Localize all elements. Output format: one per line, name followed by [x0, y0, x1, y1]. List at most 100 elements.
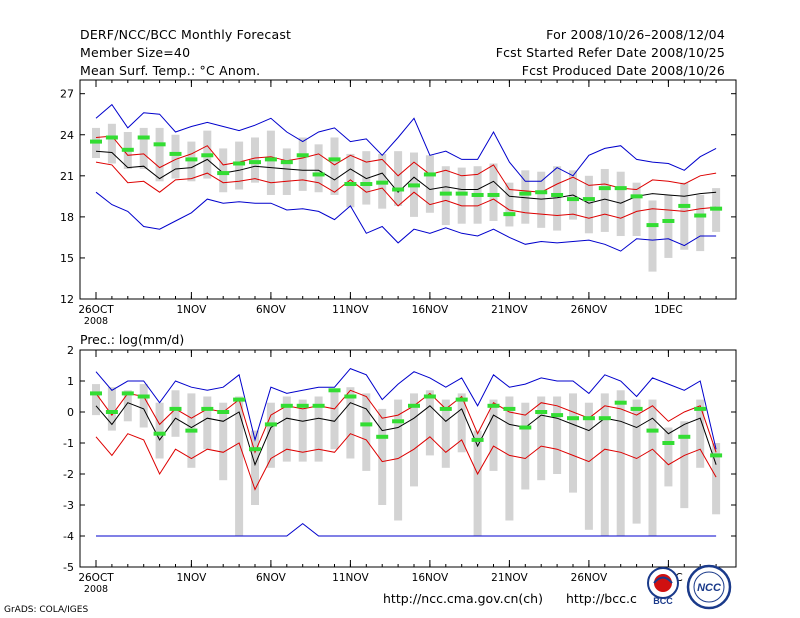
ensemble-spread-bar	[155, 127, 164, 182]
ensemble-mean-marker	[503, 406, 516, 411]
ensemble-spread-bar	[139, 384, 148, 428]
ensemble-mean-marker	[217, 171, 230, 176]
ensemble-spread-bar	[235, 396, 244, 536]
ensemble-mean-marker	[646, 428, 659, 433]
ensemble-mean-marker	[376, 180, 389, 185]
ensemble-mean-marker	[121, 147, 134, 152]
ensemble-mean-marker	[249, 447, 261, 452]
ensemble-mean-marker	[567, 416, 579, 421]
ensemble-mean-marker	[471, 192, 484, 197]
bcc-url-link[interactable]: http://bcc.c	[566, 591, 637, 606]
variable-label: Mean Surf. Temp.: °C Anom.	[80, 63, 261, 78]
ensemble-mean-marker	[630, 194, 643, 199]
ensemble-spread-bar	[441, 399, 450, 468]
series-line-lower	[95, 161, 717, 219]
ensemble-mean-marker	[217, 410, 230, 414]
temperature-panel: 12 15 18 21 24 27 26OCT 1NOV 6NOV 11NOV 16NOV 21NOV…	[60, 79, 737, 327]
ensemble-spread-bar	[203, 396, 212, 450]
bcc-logo-text: BCC	[653, 596, 673, 606]
ncc-url-link[interactable]: http://ncc.cma.gov.cn(ch)	[383, 591, 543, 606]
ensemble-mean-marker	[90, 139, 102, 144]
ensemble-mean-marker	[280, 160, 293, 165]
ensemble-mean-marker	[312, 172, 325, 177]
x-tick-label: 21NOV	[491, 304, 528, 316]
series-line-max	[95, 368, 717, 450]
ensemble-spread-bar	[298, 399, 307, 462]
plot-frame	[79, 349, 737, 568]
ensemble-mean-marker	[582, 197, 595, 202]
y-tick-label: 12	[60, 293, 74, 306]
ensemble-mean-marker	[487, 192, 500, 197]
ensemble-mean-marker	[312, 403, 325, 408]
x-tick-label: 1NOV	[176, 304, 207, 316]
ensemble-spread-bar	[521, 170, 530, 224]
ensemble-spread-bar	[139, 127, 148, 169]
ensemble-mean-marker	[646, 223, 659, 228]
ensemble-mean-marker	[280, 403, 293, 408]
ensemble-mean-marker	[264, 422, 277, 427]
ensemble-mean-marker	[169, 406, 182, 411]
y-tick-label: 27	[60, 88, 74, 101]
ncc-logo: NCC	[686, 564, 732, 610]
plot-frame	[79, 79, 737, 300]
ensemble-spread-bar	[680, 182, 689, 250]
ensemble-spread-bar	[266, 402, 275, 468]
x-tick-label: 11NOV	[332, 572, 369, 584]
x-year-label: 2008	[84, 584, 108, 595]
ensemble-mean-marker	[455, 191, 468, 196]
ensemble-mean-marker	[519, 191, 532, 196]
y-tick-label: -1	[63, 437, 74, 450]
ensemble-spread-bar	[219, 402, 228, 481]
series-line-min	[95, 191, 717, 252]
x-tick-label: 26OCT	[78, 304, 114, 316]
ensemble-mean-marker	[678, 203, 691, 208]
series-line-upper	[95, 389, 717, 454]
ensemble-spread-bar	[235, 141, 244, 190]
ensemble-spread-bar	[537, 171, 546, 228]
ensemble-mean-marker	[105, 135, 118, 140]
x-tick-label: 16NOV	[412, 304, 449, 316]
x-tick-label: 1NOV	[176, 572, 207, 584]
ensemble-mean-marker	[503, 212, 516, 217]
ensemble-spread-bar	[664, 194, 673, 258]
ensemble-mean-marker	[551, 192, 564, 197]
ensemble-mean-marker	[249, 160, 261, 165]
ensemble-mean-marker	[582, 416, 595, 421]
ensemble-mean-marker	[121, 391, 134, 396]
ensemble-mean-marker	[233, 161, 246, 166]
ensemble-spread-bar	[584, 402, 593, 530]
ensemble-mean-marker	[439, 191, 452, 196]
x-tick-label: 11NOV	[332, 304, 369, 316]
ensemble-spread-bar	[92, 384, 100, 416]
ensemble-spread-bar	[282, 396, 291, 462]
ensemble-mean-marker	[376, 434, 389, 439]
ensemble-mean-marker	[392, 419, 405, 424]
ensemble-spread-bar	[712, 443, 721, 515]
ensemble-spread-bar	[362, 393, 371, 471]
ensemble-spread-bar	[219, 148, 228, 193]
ensemble-mean-marker	[630, 406, 643, 411]
ensemble-spread-bar	[600, 393, 609, 536]
panel-title: Prec.: log(mm/d)	[80, 332, 184, 347]
grads-credit: GrADS: COLA/IGES	[4, 605, 89, 615]
ensemble-spread-bar	[489, 163, 498, 221]
series-line-max	[95, 103, 717, 182]
ensemble-spread-bar	[457, 167, 466, 224]
ensemble-spread-bar	[616, 171, 625, 237]
ensemble-mean-marker	[360, 422, 373, 427]
ensemble-spread-bar	[123, 390, 132, 422]
ensemble-spread-bar	[600, 168, 609, 232]
ensemble-spread-bar	[187, 141, 196, 182]
ensemble-spread-bar	[553, 396, 562, 474]
ensemble-spread-bar	[632, 182, 641, 237]
ensemble-mean-marker	[710, 206, 723, 211]
ensemble-mean-marker	[439, 406, 452, 411]
ensemble-mean-marker	[678, 434, 691, 439]
ensemble-spread-bar	[441, 166, 450, 226]
ensemble-spread-bar	[314, 396, 323, 462]
ensemble-spread-bar	[569, 393, 577, 493]
ensemble-spread-bar	[330, 137, 339, 195]
ensemble-mean-marker	[233, 397, 246, 402]
bcc-logo: BCC	[642, 566, 684, 606]
